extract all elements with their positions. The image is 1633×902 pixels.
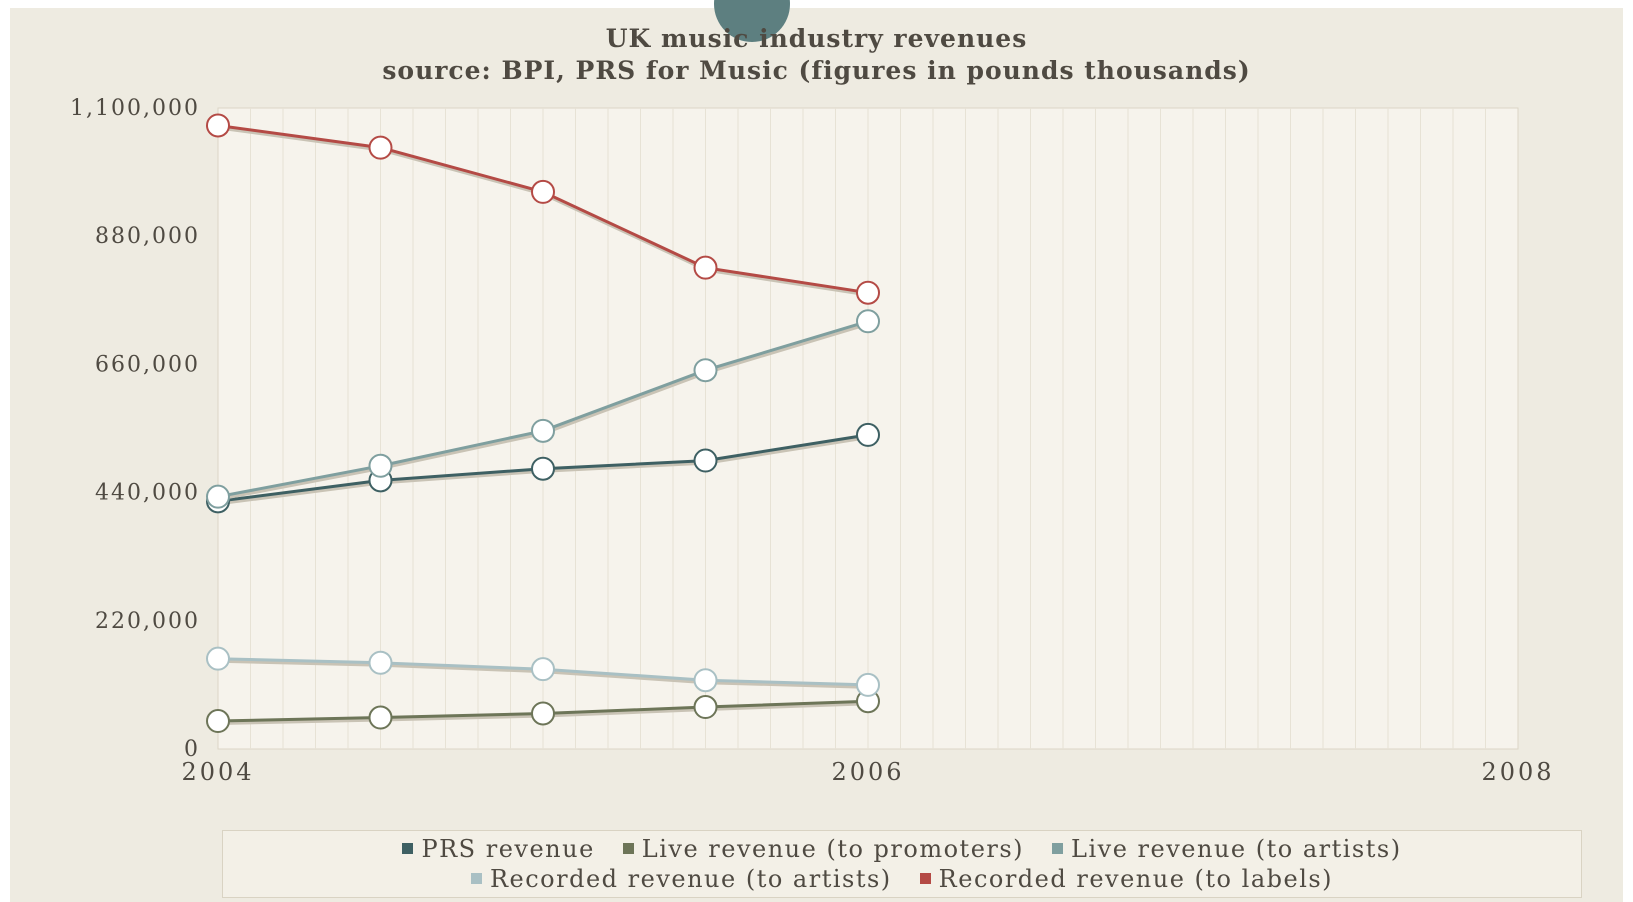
data-point (368, 135, 393, 160)
data-point (531, 456, 555, 481)
legend-swatch (470, 873, 482, 884)
legend-swatch (1052, 843, 1064, 854)
y-tick-label: 220,000 (95, 609, 200, 634)
data-point (531, 701, 555, 726)
data-point (693, 668, 718, 693)
legend-item: PRS revenue (402, 835, 594, 863)
chart-subtitle: source: BPI, PRS for Music (figures in p… (382, 56, 1251, 85)
data-point (531, 179, 555, 204)
data-point (856, 280, 880, 305)
data-point (693, 695, 718, 720)
chart-title: UK music industry revenues (605, 24, 1028, 53)
data-point (206, 113, 230, 138)
y-tick-label: 0 (184, 737, 200, 762)
data-point (368, 705, 393, 730)
data-point (206, 709, 230, 734)
data-point (206, 646, 230, 671)
data-point (856, 672, 880, 697)
legend-item: Live revenue (to promoters) (622, 835, 1025, 863)
line-chart: 0 220,000 440,000 660,000 880,000 1,100,000 2… (70, 96, 1554, 786)
y-tick-label: 440,000 (95, 481, 200, 506)
y-tick-label: 880,000 (95, 224, 200, 249)
y-tick-label: 1,100,000 (70, 96, 200, 121)
data-point (693, 358, 718, 383)
legend-item: Recorded revenue (to labels) (919, 865, 1334, 893)
y-tick-label: 660,000 (95, 352, 200, 377)
legend-swatch (622, 843, 634, 854)
x-tick-label: 2006 (831, 758, 904, 786)
data-point (368, 453, 393, 478)
data-point (856, 309, 880, 334)
data-point (531, 418, 555, 443)
data-point (693, 255, 718, 280)
legend-item: Recorded revenue (to artists) (470, 865, 892, 893)
legend-label: Live revenue (to artists) (1071, 835, 1402, 863)
data-point (856, 422, 880, 447)
legend-label: Recorded revenue (to labels) (938, 865, 1334, 893)
x-tick-label: 2008 (1481, 758, 1554, 786)
legend-label: Recorded revenue (to artists) (489, 865, 892, 893)
data-point (693, 448, 718, 473)
legend: PRS revenue Live revenue (to promoters) Li… (222, 830, 1582, 898)
legend-swatch (919, 873, 931, 884)
data-point (368, 650, 393, 675)
legend-swatch (402, 843, 414, 854)
x-tick-label: 2004 (181, 758, 254, 786)
legend-item: Live revenue (to artists) (1052, 835, 1402, 863)
legend-label: PRS revenue (421, 835, 595, 863)
data-point (206, 484, 230, 509)
legend-label: Live revenue (to promoters) (641, 835, 1025, 863)
data-point (531, 657, 555, 682)
